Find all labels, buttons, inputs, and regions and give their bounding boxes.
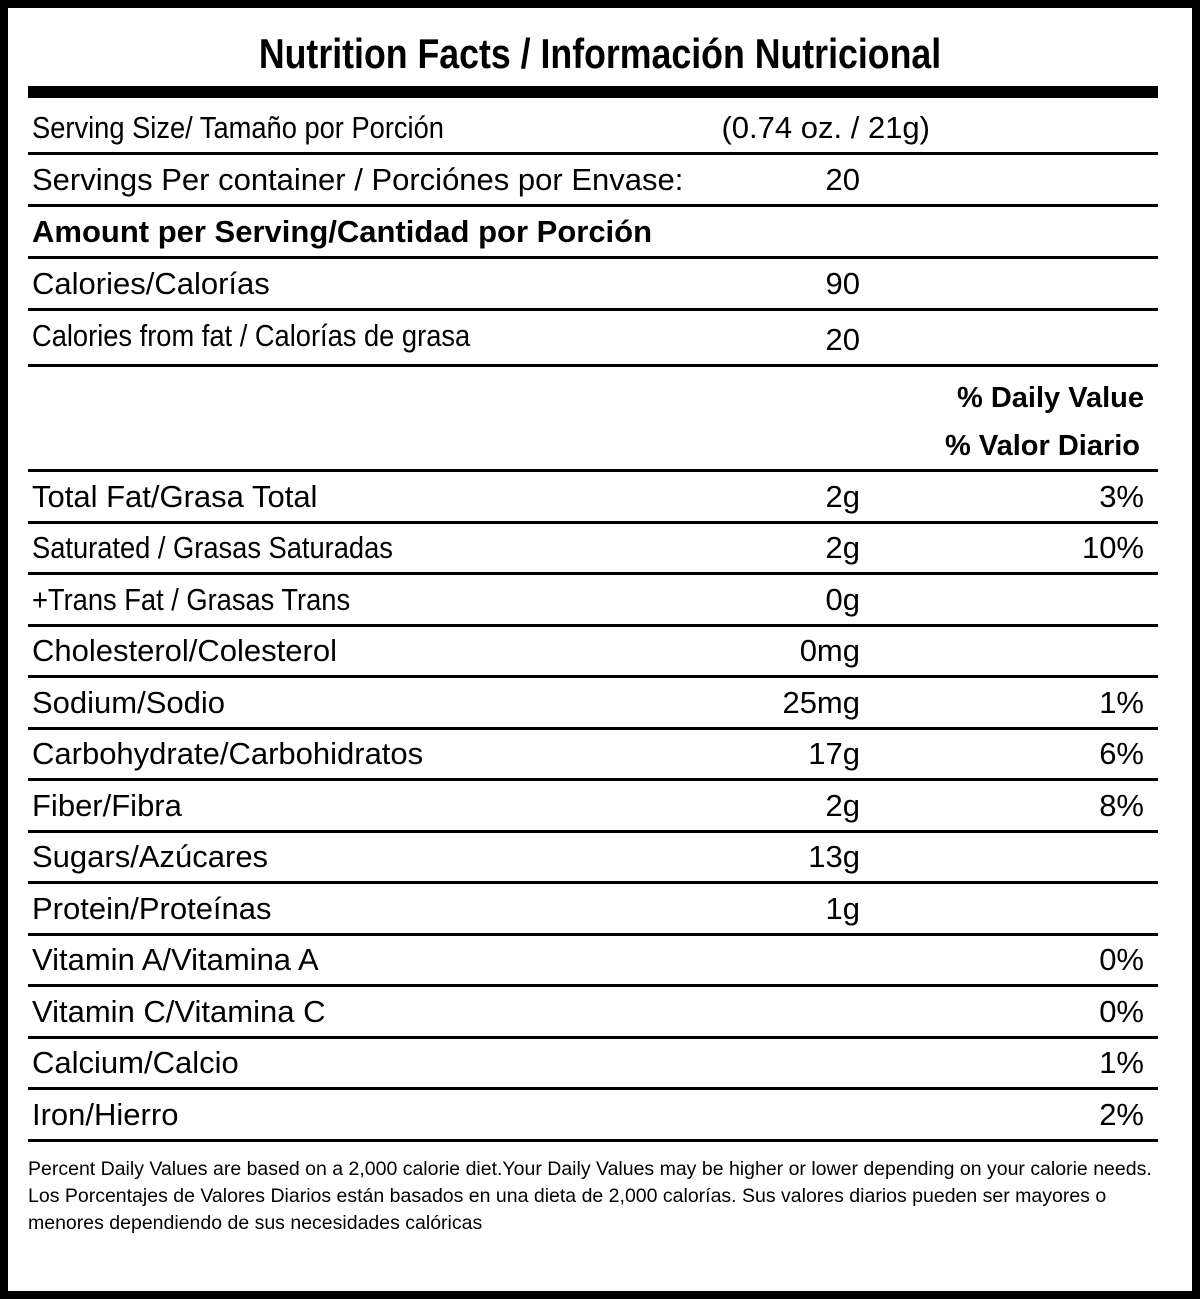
- nutrient-dv: 1%: [1099, 1045, 1144, 1080]
- nutrient-row: Carbohydrate/Carbohidratos 17g 6%: [28, 730, 1158, 781]
- nutrient-dv: 0%: [1099, 942, 1144, 977]
- nutrient-row: Iron/Hierro 2%: [28, 1090, 1158, 1142]
- nutrient-label: Sugars/Azúcares: [32, 839, 269, 874]
- daily-value-header: % Daily Value % Valor Diario: [28, 367, 1158, 472]
- servings-value: 20: [825, 162, 860, 197]
- calories-label: Calories/Calorías: [32, 266, 270, 301]
- nutrient-row: Calcium/Calcio 1%: [28, 1039, 1158, 1090]
- nutrient-label: Saturated / Grasas Saturadas: [32, 530, 393, 565]
- amount-header: Amount per Serving/Cantidad por Porción: [32, 214, 653, 249]
- dv-header-en: % Daily Value: [957, 382, 1144, 414]
- serving-size-value: (0.74 oz. / 21g): [721, 110, 930, 145]
- footnote-es: Los Porcentajes de Valores Diarios están…: [28, 1185, 1107, 1234]
- nutrient-label: Cholesterol/Colesterol: [32, 633, 337, 668]
- nutrient-label: Calcium/Calcio: [32, 1045, 239, 1080]
- nutrient-amount: 2g: [825, 787, 860, 823]
- nutrient-label: Protein/Proteínas: [32, 890, 272, 926]
- thick-divider: [28, 86, 1158, 98]
- nutrient-dv: 2%: [1099, 1096, 1144, 1132]
- nutrient-row: Total Fat/Grasa Total 2g 3%: [28, 472, 1158, 524]
- servings-row: Servings Per container / Porciónes por E…: [28, 155, 1158, 207]
- footnote: Percent Daily Values are based on a 2,00…: [28, 1156, 1162, 1237]
- nutrient-row: Vitamin C/Vitamina C 0%: [28, 987, 1158, 1039]
- nutrient-label: Fiber/Fibra: [32, 787, 182, 823]
- nutrient-amount: 0g: [825, 581, 860, 617]
- nutrient-amount: 25mg: [782, 684, 860, 720]
- nutrient-dv: 1%: [1099, 684, 1144, 720]
- calories-fat-label: Calories from fat / Calorías de grasa: [32, 318, 471, 353]
- nutrient-amount: 13g: [808, 839, 860, 874]
- nutrient-row: Fiber/Fibra 2g 8%: [28, 781, 1158, 833]
- serving-size-label: Serving Size/ Tamaño por Porción: [32, 110, 444, 145]
- nutrient-row: Saturated / Grasas Saturadas 2g 10%: [28, 524, 1158, 575]
- footnote-en: Percent Daily Values are based on a 2,00…: [28, 1158, 1152, 1180]
- nutrient-amount: 0mg: [799, 633, 860, 668]
- nutrient-row: Cholesterol/Colesterol 0mg: [28, 627, 1158, 678]
- nutrient-label: Iron/Hierro: [32, 1096, 179, 1132]
- nutrient-amount: 17g: [808, 736, 860, 771]
- servings-label: Servings Per container / Porciónes por E…: [32, 162, 684, 197]
- nutrient-label: Sodium/Sodio: [32, 684, 226, 720]
- calories-row: Calories/Calorías 90: [28, 259, 1158, 311]
- nutrient-dv: 8%: [1099, 787, 1144, 823]
- nutrient-dv: 6%: [1099, 736, 1144, 771]
- nutrient-amount: 1g: [825, 890, 860, 926]
- nutrient-dv: 0%: [1099, 993, 1144, 1029]
- nutrient-amount: 2g: [825, 530, 860, 565]
- nutrient-dv: 10%: [1081, 530, 1144, 565]
- nutrient-label: Vitamin C/Vitamina C: [32, 993, 326, 1029]
- amount-header-row: Amount per Serving/Cantidad por Porción: [28, 207, 1158, 259]
- nutrient-label: +Trans Fat / Grasas Trans: [32, 581, 351, 617]
- nutrient-amount: 2g: [825, 478, 860, 514]
- serving-size-row: Serving Size/ Tamaño por Porción (0.74 o…: [28, 98, 1158, 155]
- nutrient-row: Protein/Proteínas 1g: [28, 884, 1158, 936]
- nutrient-dv: 3%: [1099, 478, 1144, 514]
- nutrient-label: Total Fat/Grasa Total: [32, 478, 318, 514]
- nutrient-label: Vitamin A/Vitamina A: [32, 942, 319, 977]
- nutrient-row: +Trans Fat / Grasas Trans 0g: [28, 575, 1158, 627]
- calories-fat-value: 20: [825, 322, 860, 357]
- nutrient-label: Carbohydrate/Carbohidratos: [32, 736, 424, 771]
- label-title: Nutrition Facts / Información Nutriciona…: [258, 30, 942, 77]
- calories-fat-row: Calories from fat / Calorías de grasa 20: [28, 311, 1158, 367]
- nutrient-row: Sugars/Azúcares 13g: [28, 833, 1158, 884]
- calories-value: 90: [825, 266, 860, 301]
- nutrient-row: Vitamin A/Vitamina A 0%: [28, 936, 1158, 987]
- nutrient-row: Sodium/Sodio 25mg 1%: [28, 678, 1158, 730]
- dv-header-es: % Valor Diario: [944, 430, 1140, 462]
